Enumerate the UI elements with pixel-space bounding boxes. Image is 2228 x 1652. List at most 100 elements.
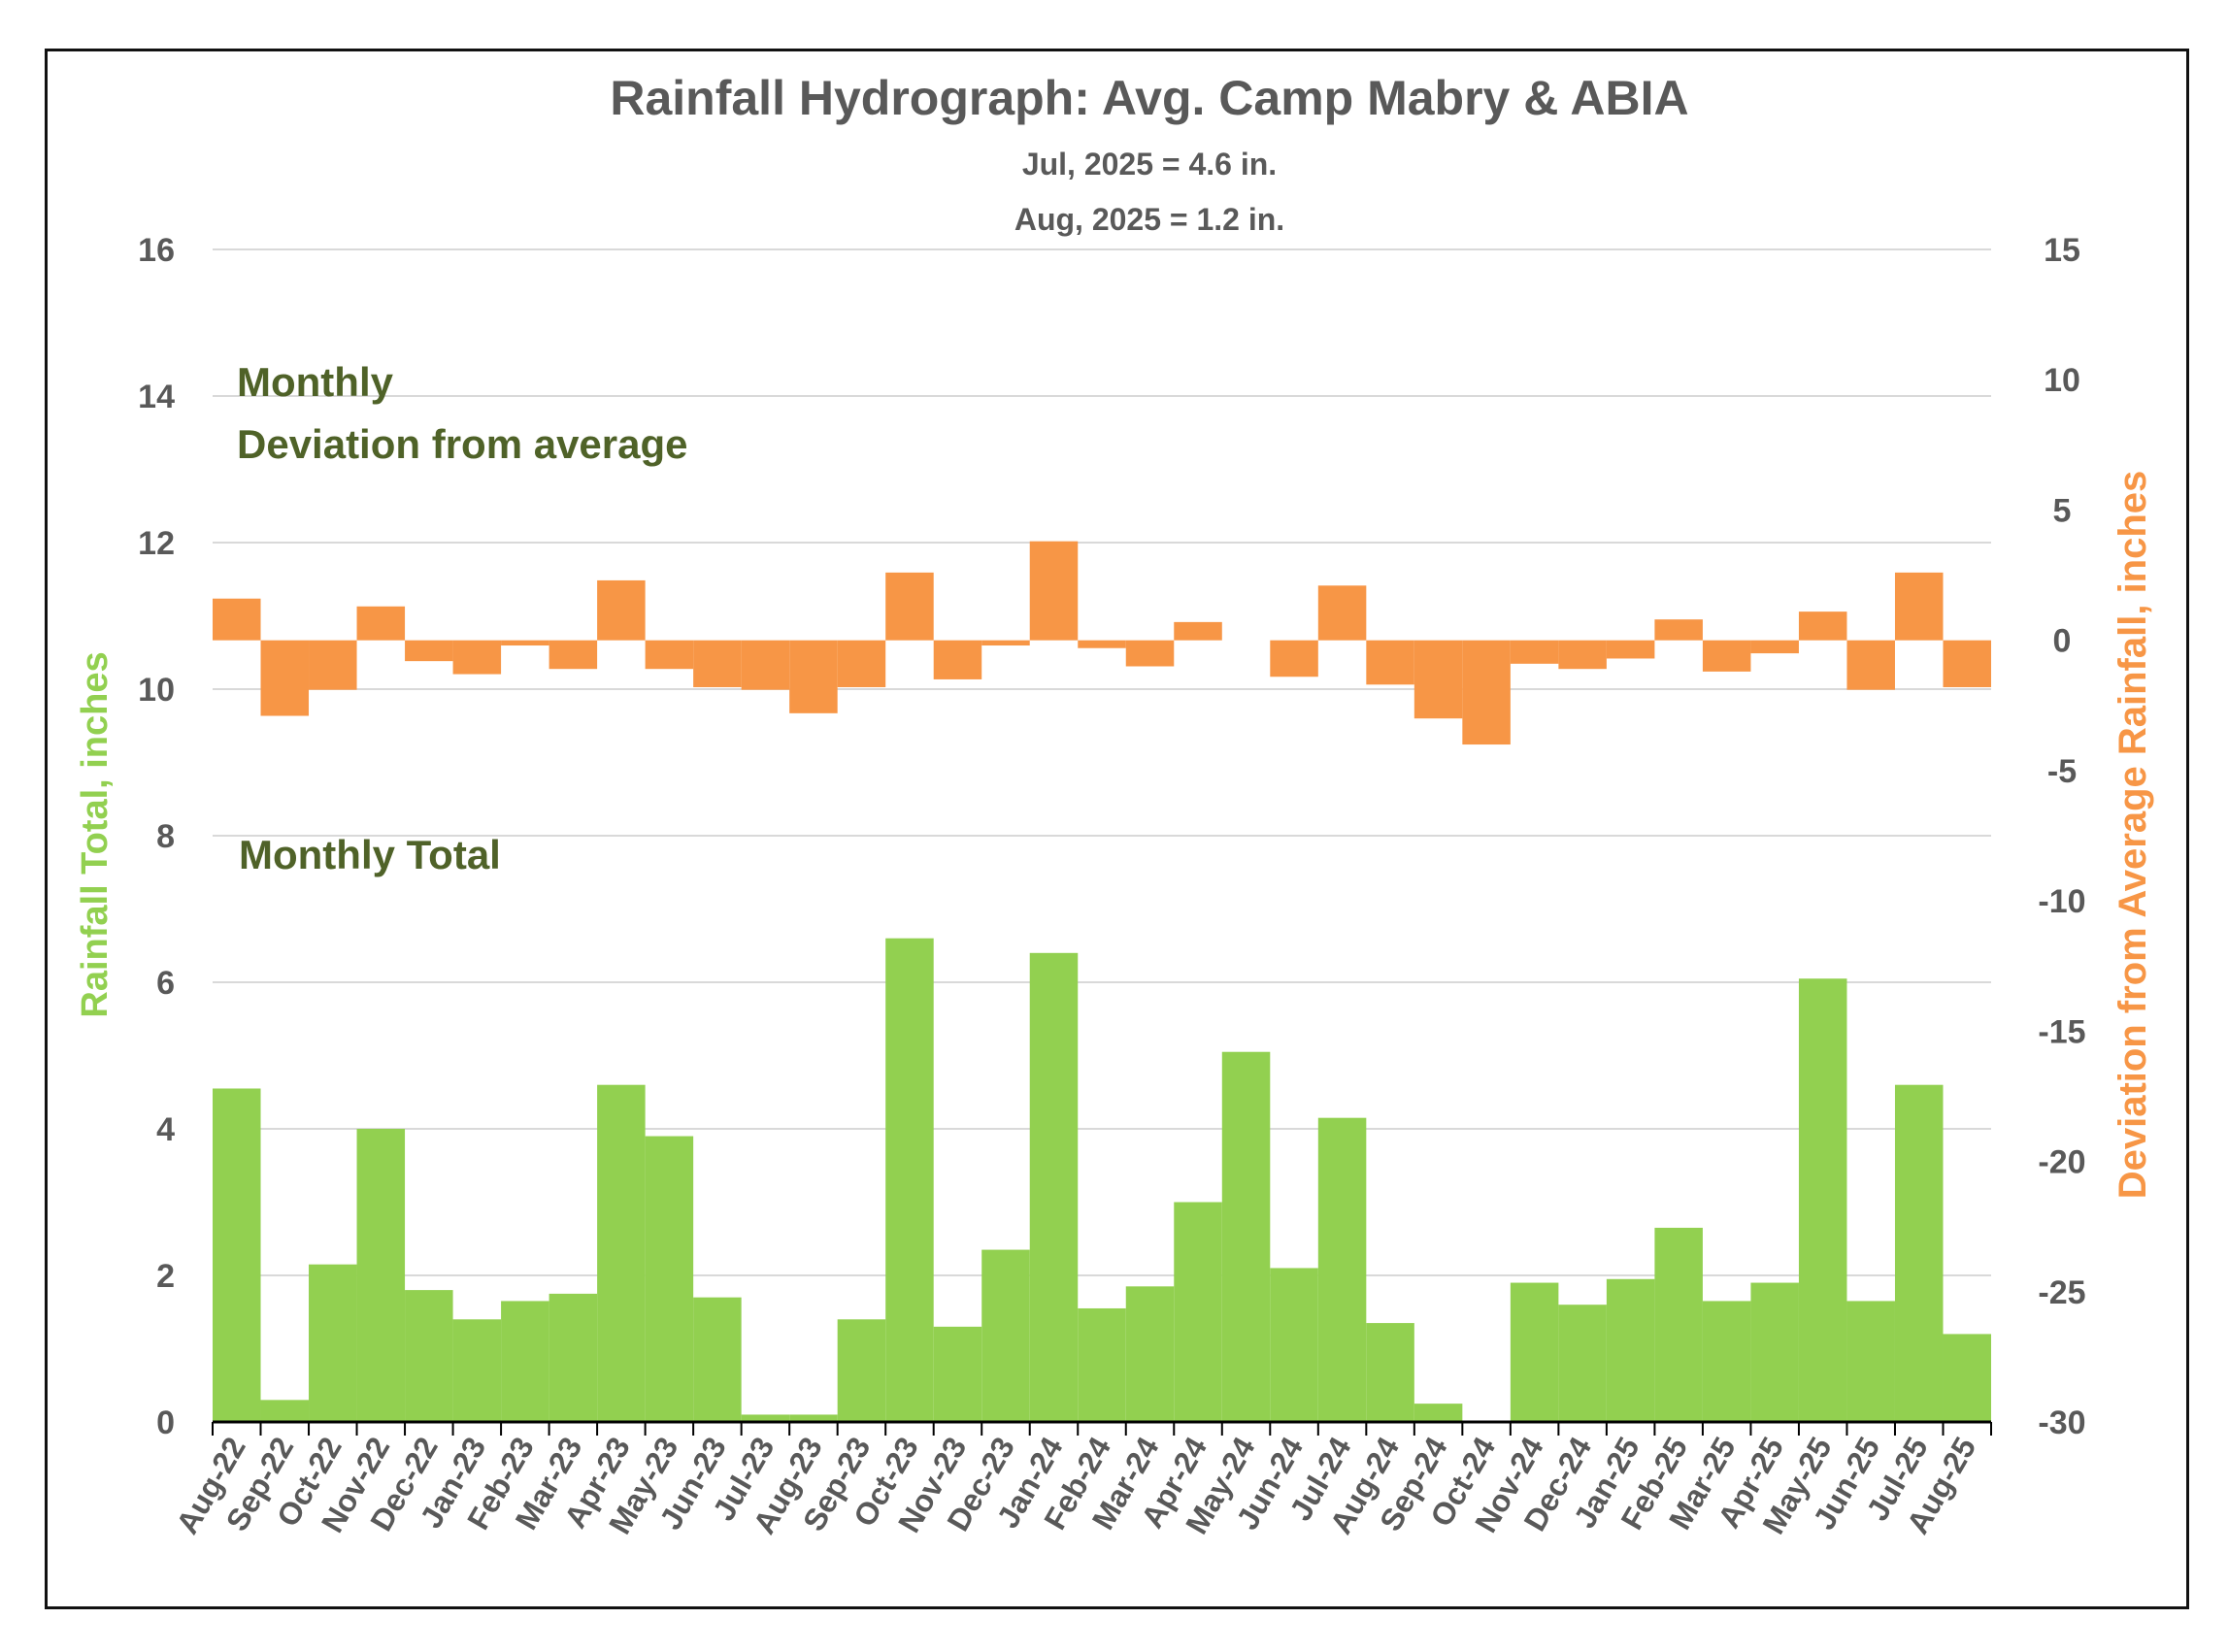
total-bar-Sep-23 — [837, 1319, 886, 1422]
total-bar-May-24 — [1221, 1051, 1271, 1422]
deviation-bar-Dec-22 — [405, 640, 453, 662]
total-bar-Nov-23 — [933, 1326, 982, 1422]
left-tick-label-8: 8 — [156, 818, 175, 855]
deviation-bar-Mar-23 — [549, 640, 598, 670]
chart-title: Rainfall Hydrograph: Avg. Camp Mabry & A… — [610, 71, 1688, 125]
deviation-bar-Feb-25 — [1654, 619, 1703, 641]
deviation-bar-Jul-24 — [1317, 585, 1367, 641]
total-bar-Dec-24 — [1558, 1305, 1607, 1422]
total-bar-Aug-25 — [1943, 1334, 1991, 1422]
left-tick-label-12: 12 — [138, 525, 175, 562]
right-tick-label--25: -25 — [2038, 1274, 2085, 1311]
deviation-bar-Sep-22 — [260, 640, 310, 716]
deviation-bar-Jan-25 — [1606, 640, 1655, 659]
left-tick-label-2: 2 — [156, 1258, 175, 1295]
total-bar-Feb-24 — [1078, 1307, 1126, 1422]
total-bar-Mar-24 — [1125, 1286, 1175, 1422]
total-bar-Nov-22 — [356, 1129, 406, 1422]
left-axis-label: Rainfall Total, inches — [75, 651, 116, 1017]
deviation-bar-Nov-22 — [356, 606, 406, 641]
right-tick-label-15: 15 — [2044, 232, 2080, 269]
deviation-bar-Sep-23 — [837, 640, 886, 687]
deviation-bar-Dec-24 — [1558, 640, 1607, 670]
right-tick-label--10: -10 — [2038, 883, 2085, 920]
deviation-bar-Aug-25 — [1943, 640, 1991, 687]
monthly-total-bars — [213, 938, 1991, 1422]
deviation-bar-Apr-23 — [597, 579, 646, 641]
left-tick-label-4: 4 — [156, 1111, 175, 1148]
chart-subtitle-line-1: Jul, 2025 = 4.6 in. — [1022, 147, 1277, 182]
deviation-bar-Feb-23 — [501, 640, 549, 646]
deviation-bar-Jun-25 — [1846, 640, 1895, 690]
deviation-bar-Jan-23 — [452, 640, 502, 675]
gridlines — [213, 248, 1991, 1276]
total-bar-Jun-24 — [1270, 1268, 1318, 1422]
deviation-bar-Jul-23 — [741, 640, 790, 690]
total-bar-Oct-22 — [309, 1264, 357, 1422]
left-tick-label-14: 14 — [138, 379, 175, 415]
right-tick-label--5: -5 — [2047, 753, 2077, 790]
deviation-bar-Jun-24 — [1270, 640, 1318, 677]
total-bar-Apr-23 — [597, 1084, 646, 1422]
total-bar-Aug-22 — [213, 1088, 261, 1422]
deviation-bar-Dec-23 — [981, 640, 1030, 646]
total-bar-Apr-25 — [1750, 1282, 1799, 1422]
right-tick-label-0: 0 — [2053, 623, 2072, 660]
right-tick-label--30: -30 — [2038, 1404, 2085, 1441]
deviation-bar-Mar-25 — [1702, 640, 1751, 672]
total-bar-Dec-23 — [981, 1249, 1030, 1422]
deviation-bar-Oct-22 — [309, 640, 357, 690]
total-bar-Sep-24 — [1413, 1404, 1463, 1422]
total-bar-Mar-23 — [549, 1293, 598, 1422]
deviation-bar-Jul-25 — [1894, 572, 1944, 641]
total-bar-Jul-25 — [1894, 1084, 1944, 1422]
total-bar-Feb-23 — [501, 1301, 549, 1422]
total-bar-Oct-23 — [885, 938, 934, 1422]
total-bar-Sep-22 — [260, 1400, 310, 1422]
total-bar-Jul-24 — [1317, 1117, 1367, 1422]
total-bar-Aug-24 — [1366, 1323, 1414, 1422]
deviation-bar-Sep-24 — [1413, 640, 1463, 719]
deviation-bar-May-23 — [645, 640, 694, 670]
monthly-total-annotation: Monthly Total — [239, 832, 501, 877]
deviation-bar-Jan-24 — [1029, 541, 1079, 641]
total-bar-Nov-24 — [1510, 1282, 1559, 1422]
left-tick-label-6: 6 — [156, 965, 175, 1002]
deviation-bar-Feb-24 — [1078, 640, 1126, 648]
total-bar-Jun-25 — [1846, 1301, 1895, 1422]
left-tick-label-16: 16 — [138, 232, 175, 269]
total-bar-May-25 — [1798, 978, 1847, 1422]
right-tick-label-5: 5 — [2053, 492, 2072, 529]
x-axis-ticks: Aug-22Sep-22Oct-22Nov-22Dec-22Jan-23Feb-… — [169, 1431, 1982, 1539]
left-tick-label-0: 0 — [156, 1404, 175, 1441]
total-bar-Apr-24 — [1174, 1202, 1222, 1422]
deviation-annotation-line-1: Monthly — [237, 359, 394, 405]
deviation-bar-Aug-22 — [213, 598, 261, 641]
total-bar-Jan-24 — [1029, 952, 1079, 1422]
deviation-bar-Nov-23 — [933, 640, 982, 679]
deviation-bars — [213, 541, 1991, 745]
deviation-bar-Aug-23 — [789, 640, 838, 713]
total-bar-Dec-22 — [405, 1290, 453, 1422]
right-tick-label--20: -20 — [2038, 1144, 2085, 1181]
total-bar-Jan-23 — [452, 1319, 502, 1422]
deviation-annotation-line-2: Deviation from average — [237, 421, 688, 467]
total-bar-Jun-23 — [693, 1297, 742, 1422]
left-tick-label-10: 10 — [138, 672, 175, 709]
deviation-bar-Aug-24 — [1366, 640, 1414, 685]
deviation-bar-Apr-25 — [1750, 640, 1799, 654]
right-axis-label: Deviation from Average Rainfall, inches — [2112, 471, 2154, 1200]
total-bar-Jan-25 — [1606, 1278, 1655, 1422]
total-bar-May-23 — [645, 1136, 694, 1422]
total-bar-Jul-23 — [741, 1414, 790, 1422]
deviation-bar-Nov-24 — [1510, 640, 1559, 664]
axes — [212, 1420, 1992, 1436]
chart-subtitle-line-2: Aug, 2025 = 1.2 in. — [1014, 202, 1284, 237]
deviation-bar-Oct-24 — [1462, 640, 1511, 745]
total-bar-Aug-23 — [789, 1414, 838, 1422]
right-tick-label-10: 10 — [2044, 362, 2080, 399]
deviation-bar-May-25 — [1798, 611, 1847, 641]
deviation-bar-Apr-24 — [1174, 621, 1222, 641]
total-bar-Feb-25 — [1654, 1227, 1703, 1422]
left-axis-ticks: 0 2 4 6 8 10 12 14 16 — [138, 232, 175, 1441]
